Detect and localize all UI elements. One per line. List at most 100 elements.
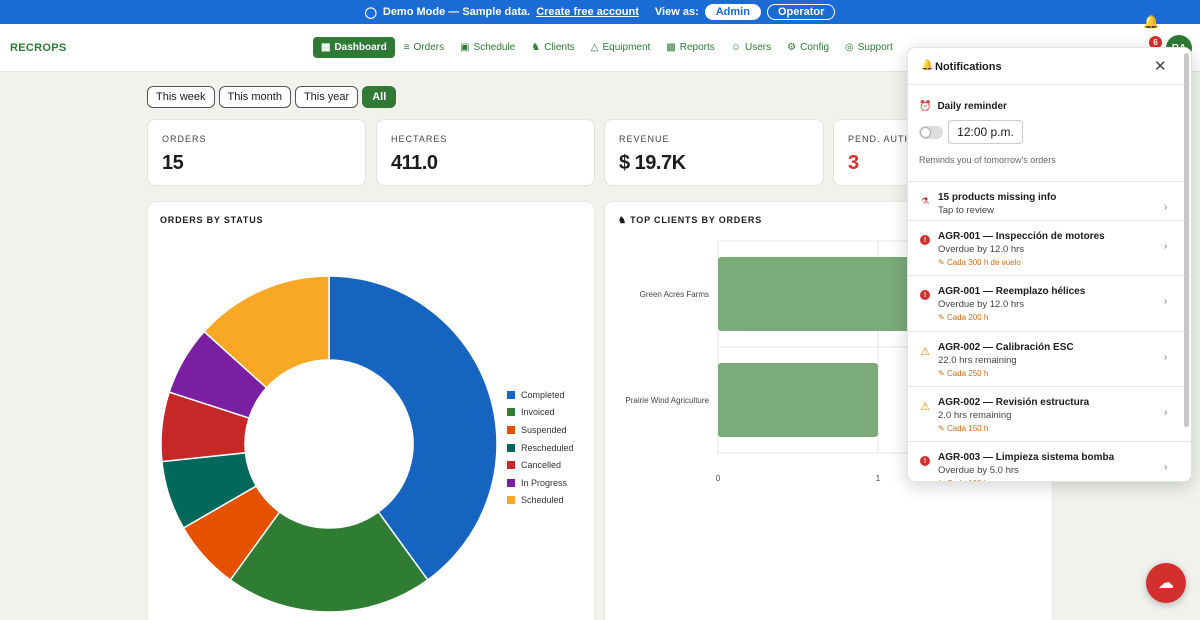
notification-item[interactable]: ⚗ 15 products missing info Tap to review › (908, 182, 1191, 221)
app-logo[interactable]: RECROPS (10, 42, 67, 54)
notification-interval: ✎ Cada 200 h (938, 313, 988, 322)
nav-orders[interactable]: ≡ Orders (397, 37, 451, 58)
nav-label: Dashboard (334, 42, 387, 53)
reminder-hint: Reminds you of tomorrow's orders (919, 155, 1056, 165)
legend-item[interactable]: Completed (507, 386, 574, 404)
panel-title-text: TOP CLIENTS BY ORDERS (630, 215, 762, 225)
edit-icon: ✎ (938, 258, 947, 267)
notification-title: AGR-002 — Calibración ESC (938, 342, 1074, 353)
date-filter-group: This week This month This year All (147, 86, 397, 108)
legend-item[interactable]: Rescheduled (507, 439, 574, 457)
donut-slice-scheduled[interactable] (203, 275, 330, 389)
notification-item[interactable]: ! AGR-001 — Reemplazo hélices Overdue by 1… (908, 276, 1191, 332)
error-icon: ! (920, 456, 930, 466)
notification-interval: ✎ Cada 300 h de vuelo (938, 258, 1021, 267)
nav-label: Users (745, 42, 772, 53)
legend-item[interactable]: Invoiced (507, 404, 574, 422)
cube-icon: △ (590, 42, 599, 53)
donut-slice-invoiced[interactable] (229, 510, 429, 613)
error-icon: ! (920, 290, 930, 300)
nav-users[interactable]: ☺ Users (724, 37, 778, 58)
role-operator-button[interactable]: Operator (766, 4, 836, 20)
demo-banner: ◯ Demo Mode — Sample data. Create free a… (0, 0, 1200, 24)
chevron-right-icon: › (1164, 462, 1168, 473)
legend-swatch (507, 408, 515, 417)
create-account-link[interactable]: Create free account (536, 6, 639, 18)
orders-by-status-panel: ORDERS BY STATUS Completed Invoiced Suspen… (147, 201, 595, 620)
bar-chart-icon: ▩ (666, 42, 676, 53)
legend-item[interactable]: Suspended (507, 421, 574, 439)
kpi-revenue-card: REVENUE $ 19.7K (604, 119, 824, 186)
kpi-value: 411.0 (391, 152, 438, 174)
notification-subtitle: Overdue by 12.0 hrs (938, 244, 1025, 255)
user-add-icon: ☺ (730, 42, 741, 53)
legend-swatch (507, 496, 515, 505)
close-icon[interactable]: ✕ (1154, 58, 1167, 75)
banner-text: Demo Mode — Sample data. (382, 6, 531, 18)
notification-interval: ✎ Cada 100 h (938, 479, 988, 481)
notification-item[interactable]: ⚠ AGR-002 — Calibración ESC 22.0 hrs remai… (908, 332, 1191, 387)
notification-item[interactable]: ⚠ AGR-002 — Revisión estructura 2.0 hrs re… (908, 387, 1191, 442)
kpi-value: 3 (848, 152, 859, 174)
nav-support[interactable]: ◎ Support (838, 37, 900, 58)
legend-label: In Progress (521, 477, 568, 488)
reminder-time-input[interactable]: 12:00 p.m. (948, 120, 1023, 144)
notification-title: AGR-001 — Reemplazo hélices (938, 286, 1086, 297)
notification-interval-text: Cada 250 h (946, 369, 989, 378)
notification-title: AGR-001 — Inspección de motores (938, 231, 1105, 242)
bell-icon: 🔔 (921, 60, 934, 71)
users-icon: ♞ (618, 215, 631, 225)
kpi-hectares-card: HECTARES 411.0 (376, 119, 595, 186)
edit-icon: ✎ (938, 313, 947, 322)
bar-prairie-wind-agriculture[interactable] (718, 363, 878, 437)
legend-label: Suspended (521, 424, 567, 435)
daily-reminder-section: ⏰ Daily reminder 12:00 p.m. Reminds you o… (908, 85, 1191, 182)
filter-this-week[interactable]: This week (147, 86, 215, 108)
nav-label: Clients (544, 42, 575, 53)
nav-label: Orders (413, 42, 445, 53)
notification-item[interactable]: ! AGR-003 — Limpieza sistema bomba Overdue… (908, 442, 1191, 481)
reminder-title-text: Daily reminder (937, 101, 1007, 112)
legend-label: Invoiced (521, 407, 555, 418)
assistant-fab-button[interactable]: ☁ (1146, 563, 1186, 603)
reminder-title: ⏰ Daily reminder (919, 101, 1007, 112)
gear-icon: ⚙ (787, 42, 797, 53)
filter-this-year[interactable]: This year (294, 86, 359, 108)
users-icon: ♞ (531, 42, 541, 53)
notification-subtitle: 2.0 hrs remaining (938, 410, 1012, 421)
legend-item[interactable]: Cancelled (507, 456, 574, 474)
legend-swatch (507, 461, 515, 470)
filter-this-month[interactable]: This month (218, 86, 291, 108)
donut-slice-completed[interactable] (328, 275, 498, 581)
nav-config[interactable]: ⚙ Config (780, 37, 836, 58)
gamepad-icon: ◯ (364, 6, 377, 19)
legend-swatch (507, 443, 515, 452)
bell-icon[interactable]: 🔔 (1143, 14, 1160, 29)
notification-subtitle: 22.0 hrs remaining (938, 355, 1017, 366)
kpi-value: 15 (162, 152, 184, 174)
status-donut-chart (160, 275, 498, 613)
kpi-label: HECTARES (391, 134, 448, 144)
list-icon: ≡ (403, 42, 410, 53)
legend-label: Completed (521, 389, 565, 400)
nav-clients[interactable]: ♞ Clients (524, 37, 582, 58)
chevron-right-icon: › (1164, 407, 1168, 418)
kpi-label: PEND. AUTH (848, 134, 913, 144)
legend-item[interactable]: In Progress (507, 474, 574, 492)
nav-reports[interactable]: ▩ Reports (659, 37, 721, 58)
nav-dashboard[interactable]: ▦ Dashboard (313, 37, 395, 58)
legend-label: Scheduled (521, 495, 564, 506)
warning-icon: ⚠ (920, 345, 930, 358)
filter-all[interactable]: All (362, 86, 397, 108)
edit-icon: ✎ (938, 479, 947, 481)
nav-equipment[interactable]: △ Equipment (584, 37, 658, 58)
panel-title: ORDERS BY STATUS (160, 215, 264, 225)
legend-item[interactable]: Scheduled (507, 492, 574, 510)
notification-subtitle: Tap to review (938, 205, 994, 216)
reminder-toggle[interactable] (919, 126, 943, 139)
notifications-scrollbar[interactable] (1184, 53, 1189, 427)
notification-item[interactable]: ! AGR-001 — Inspección de motores Overdue … (908, 221, 1191, 276)
alarm-clock-icon: ⏰ (919, 101, 932, 112)
nav-schedule[interactable]: ▣ Schedule (453, 37, 522, 58)
role-admin-button[interactable]: Admin (704, 4, 761, 20)
